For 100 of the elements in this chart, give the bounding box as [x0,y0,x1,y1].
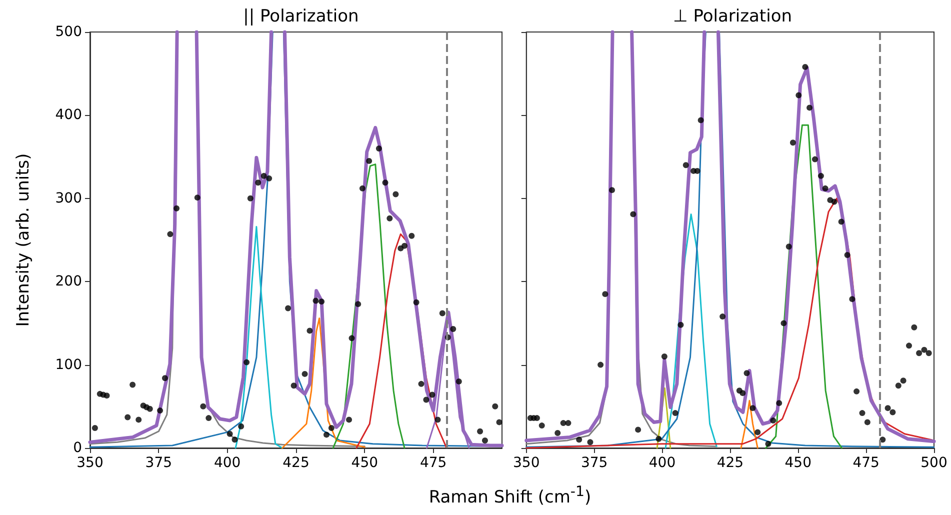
point [456,378,462,384]
point [844,252,850,258]
point [740,390,746,396]
point [678,322,684,328]
y-tick-label: 200 [55,274,82,290]
point [744,370,750,376]
x-tick-label: 475 [852,455,880,471]
point [408,232,415,239]
point [895,382,902,389]
point [765,440,772,447]
point [238,423,244,430]
point [661,353,668,360]
point [806,104,813,111]
point [226,430,233,437]
point [635,426,642,433]
point [174,205,180,212]
point [598,362,604,368]
point [482,438,488,444]
point [136,416,142,423]
point [534,415,540,422]
point [776,400,782,406]
point [770,418,776,424]
point [694,168,700,174]
point [900,378,906,384]
point [450,326,456,332]
point [386,215,393,222]
point [104,392,110,399]
y-tick-label: 400 [55,107,82,124]
x-tick-label: 425 [716,455,744,471]
x-tick-label: 450 [351,455,378,471]
point [750,405,756,412]
point [859,410,866,416]
point [587,439,594,446]
point [167,231,174,238]
y-tick-label: 300 [55,190,82,206]
point [672,410,678,416]
point [822,185,828,192]
chart-title: || Polarization [243,6,359,26]
point [359,185,366,192]
x-axis-title: Raman Shift (cm$^{-1}$) [428,484,592,508]
point [602,291,608,298]
point [802,64,808,70]
x-tick-label: 400 [214,455,241,471]
point [698,117,704,124]
point [838,218,844,225]
point [565,420,572,426]
point [890,409,896,416]
point [630,211,636,218]
point [880,436,886,443]
x-tick-label: 375 [145,455,172,471]
point [323,432,330,438]
point [754,429,761,436]
point [382,180,388,186]
point [780,320,787,326]
point [682,162,689,168]
point [854,388,860,394]
point [392,191,399,198]
point [266,175,272,182]
point [921,346,928,353]
point [538,422,545,429]
point [244,359,250,366]
x-tick-label: 350 [76,455,104,471]
point [413,299,420,306]
point [318,298,325,305]
point [146,406,153,412]
point [796,92,802,98]
point [849,296,856,302]
point [423,396,430,403]
point [656,436,662,442]
point [720,314,726,320]
point [576,436,582,443]
point [206,415,212,422]
point [348,335,355,342]
point [496,419,502,426]
point [124,414,131,420]
y-axis-title: Intensity (arb. units) [14,153,34,327]
point [200,403,206,410]
y-tick-label: 500 [55,24,82,40]
point [366,158,372,164]
point [439,310,446,316]
point [194,194,200,201]
point [306,328,313,334]
point [790,140,796,146]
point [247,195,254,202]
point [290,382,297,389]
point [162,375,168,382]
point [402,242,408,249]
point [492,403,498,410]
point [285,305,292,312]
x-tick-label: 425 [282,455,310,471]
point [812,156,818,162]
point [232,436,238,443]
point [255,180,262,186]
point [477,428,484,434]
point [926,350,932,356]
point [302,370,308,377]
y-tick-label: 0 [73,440,82,456]
point [608,187,615,194]
point [906,342,912,349]
x-tick-label: 375 [580,455,608,471]
